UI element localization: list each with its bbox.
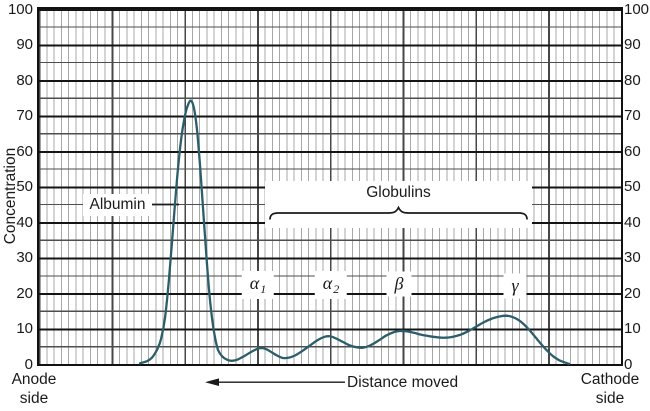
y-tick-left-100: 100 <box>7 0 33 18</box>
albumin-label: Albumin <box>89 196 146 213</box>
peak-label-γ: γ <box>503 273 527 299</box>
albumin-annotation: Albumin <box>83 194 152 216</box>
globulins-label: Globulins <box>366 184 431 201</box>
y-tick-right-30: 30 <box>624 249 641 266</box>
globulins-brace <box>269 205 528 220</box>
peak-label-β: β <box>386 271 412 297</box>
y-tick-left-80: 80 <box>16 71 33 89</box>
concentration-curve <box>138 99 571 365</box>
y-tick-right-20: 20 <box>624 284 641 302</box>
y-tick-right-80: 80 <box>624 71 641 89</box>
y-tick-left-70: 70 <box>16 107 33 124</box>
y-tick-right-70: 70 <box>624 107 641 124</box>
globulins-band: Globulins <box>265 181 532 228</box>
curve-layer <box>138 99 571 365</box>
cathode-side-label: Cathode side <box>580 371 640 407</box>
y-tick-left-10: 10 <box>16 320 33 337</box>
y-tick-right-90: 90 <box>624 36 641 53</box>
x-axis-title: Distance moved <box>347 374 459 391</box>
y-tick-right-50: 50 <box>624 178 641 195</box>
y-tick-left-30: 30 <box>16 249 33 266</box>
y-tick-right-10: 10 <box>624 320 641 337</box>
peak-label-α1: α1 <box>241 271 275 299</box>
y-tick-left-20: 20 <box>16 284 33 302</box>
anode-side-label: Anode side <box>11 371 57 407</box>
y-tick-right-100: 100 <box>624 0 650 18</box>
arrow-head-left-icon <box>205 378 219 386</box>
y-tick-left-60: 60 <box>16 142 33 160</box>
y-tick-left-90: 90 <box>16 36 33 53</box>
peak-label-α2: α2 <box>314 271 348 299</box>
plot-area: Albumin Globulins α1 α2 β γ <box>37 7 623 366</box>
y-tick-left-50: 50 <box>16 178 33 195</box>
y-tick-left-0: 0 <box>24 355 33 373</box>
y-tick-left-40: 40 <box>16 213 33 231</box>
direction-arrow <box>205 378 345 386</box>
y-tick-right-40: 40 <box>624 213 641 231</box>
y-tick-right-60: 60 <box>624 142 641 160</box>
y-tick-right-0: 0 <box>624 355 633 373</box>
